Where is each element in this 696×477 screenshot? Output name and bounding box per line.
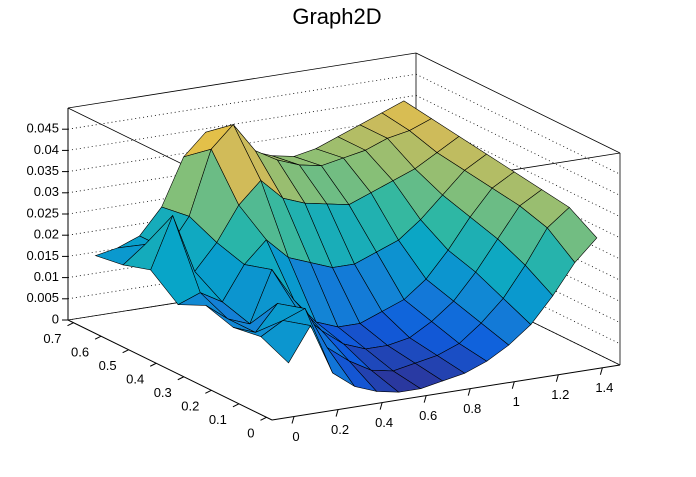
surface-cell [260, 320, 312, 364]
x-tick [423, 395, 427, 403]
x-tick [555, 374, 559, 382]
y-tick [67, 322, 74, 327]
y-tick-label: 0.6 [71, 345, 89, 360]
y-tick [122, 349, 129, 354]
grid-line [67, 73, 417, 130]
y-tick-label: 0 [247, 426, 254, 441]
z-tick-label: 0.01 [34, 269, 59, 284]
x-tick [511, 381, 515, 389]
x-tick-label: 1.4 [595, 380, 613, 395]
y-axis [67, 319, 273, 421]
z-tick-label: 0.045 [26, 121, 59, 136]
y-tick [205, 389, 212, 394]
z-tick-label: 0.015 [26, 248, 59, 263]
grid-line [67, 95, 417, 151]
y-tick-label: 0.4 [126, 372, 144, 387]
x-tick-label: 0 [292, 429, 299, 444]
y-tick [260, 416, 267, 421]
box-edge [415, 52, 621, 154]
y-tick-label: 0.3 [154, 385, 172, 400]
box-edge [67, 52, 417, 109]
x-axis [271, 364, 621, 421]
y-tick-label: 0.7 [43, 331, 61, 346]
z-tick-label: 0 [52, 311, 59, 326]
z-tick-label: 0.04 [34, 142, 59, 157]
x-tick-label: 0.8 [463, 401, 481, 416]
z-tick-label: 0.005 [26, 290, 59, 305]
x-tick [335, 409, 339, 417]
x-tick-label: 0.4 [375, 415, 393, 430]
z-tick-label: 0.035 [26, 163, 59, 178]
x-tick-label: 1 [513, 394, 520, 409]
y-tick [232, 403, 240, 408]
x-tick-label: 0.2 [331, 422, 349, 437]
z-tick-label: 0.03 [34, 184, 59, 199]
x-tick-label: 1.2 [551, 387, 569, 402]
y-tick [177, 376, 185, 381]
x-tick [467, 388, 471, 396]
y-tick-label: 0.5 [99, 358, 117, 373]
chart-title: Graph2D [292, 4, 381, 29]
y-tick [94, 335, 102, 340]
z-tick-label: 0.02 [34, 227, 59, 242]
x-tick [291, 416, 295, 424]
x-tick [599, 367, 603, 375]
y-tick-label: 0.2 [181, 399, 199, 414]
x-tick-label: 0.6 [419, 408, 437, 423]
y-tick-label: 0.1 [209, 412, 227, 427]
x-tick [379, 402, 383, 410]
y-tick [149, 362, 157, 367]
z-tick-label: 0.025 [26, 205, 59, 220]
